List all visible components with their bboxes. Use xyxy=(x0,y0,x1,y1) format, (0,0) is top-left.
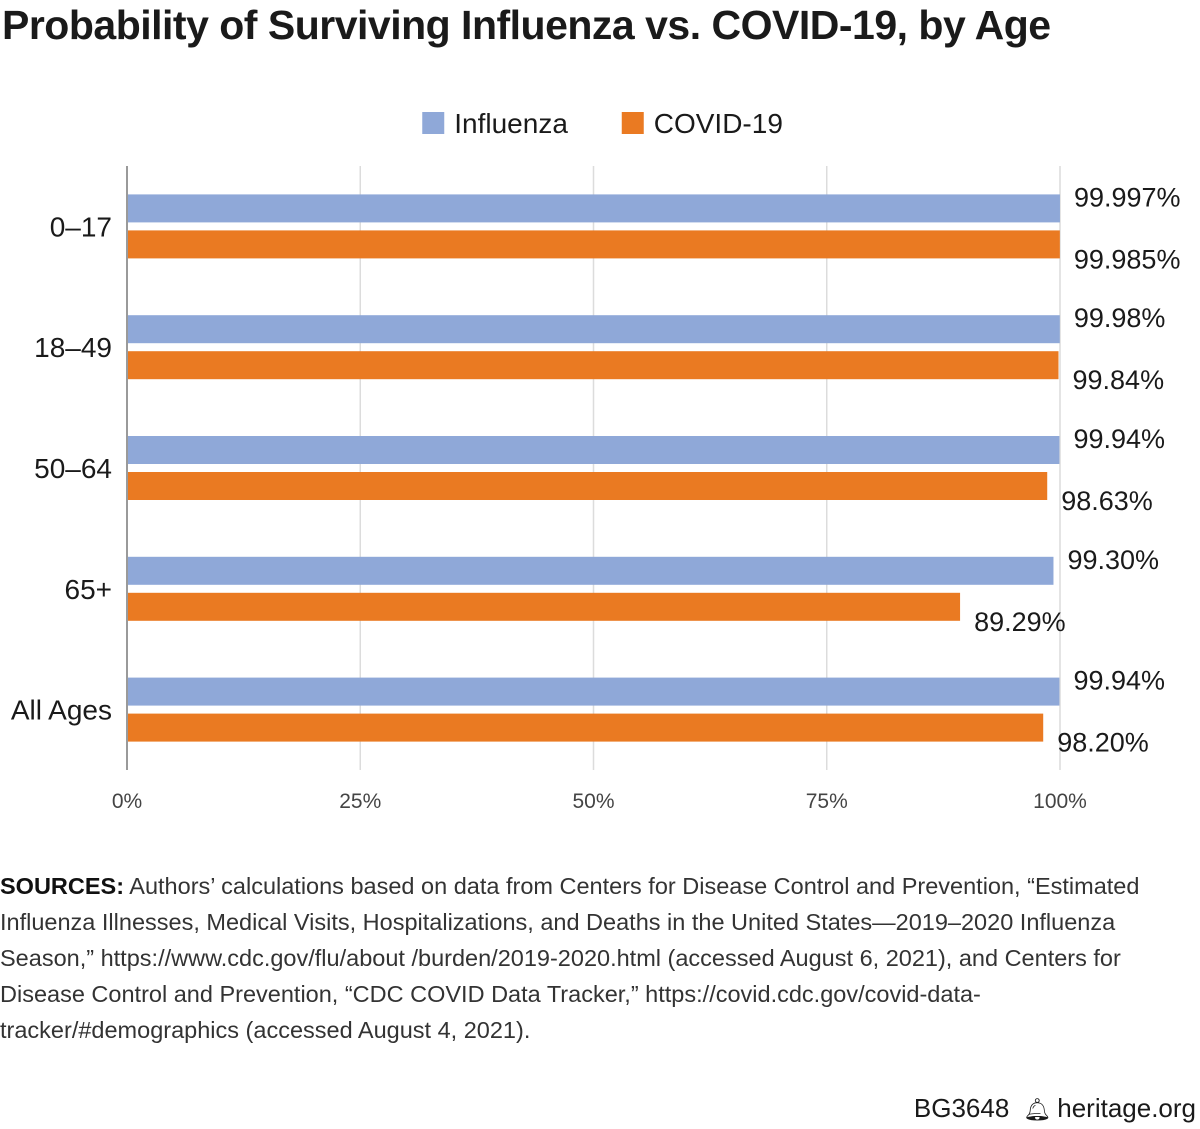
bar-chart: Influenza COVID-19 99.997% 99.985% 0–17 99.98… xyxy=(11,108,1181,813)
x-tick-label-5: 100% xyxy=(1033,790,1087,813)
site-name: heritage.org xyxy=(1057,1093,1196,1123)
bar-influenza-3 xyxy=(127,436,1060,464)
value-label-covid-3: 98.63% xyxy=(1061,486,1153,516)
bar-influenza-5 xyxy=(127,677,1060,706)
value-label-covid-2: 99.84% xyxy=(1073,365,1165,395)
value-label-covid-4: 89.29% xyxy=(974,607,1066,637)
category-label-5: All Ages xyxy=(11,695,112,726)
legend-swatch-1 xyxy=(422,112,445,134)
x-tick-label-3: 50% xyxy=(572,790,614,813)
bar-covid-4 xyxy=(127,592,961,621)
x-tick-label-2: 25% xyxy=(339,790,381,813)
legend-swatch-2 xyxy=(621,112,644,134)
sources-text: Authors’ calculations based on data from… xyxy=(0,873,1140,1043)
category-label-3: 50–64 xyxy=(34,453,112,484)
bar-influenza-1 xyxy=(127,194,1060,223)
publication-code: BG3648 xyxy=(913,1093,1010,1123)
bar-covid-5 xyxy=(127,713,1044,742)
bar-covid-3 xyxy=(127,472,1048,500)
x-tick-label-1: 0% xyxy=(112,790,142,813)
bar-influenza-4 xyxy=(127,556,1054,585)
sources-note: SOURCES: Authors’ calculations based on … xyxy=(0,868,1198,1048)
x-tick-label-4: 75% xyxy=(806,790,848,813)
bar-influenza-2 xyxy=(127,315,1060,344)
footer: BG3648 🔔︎ heritage.org xyxy=(914,1093,1196,1124)
category-label-1: 0–17 xyxy=(50,211,112,242)
value-label-influenza-3: 99.94% xyxy=(1073,424,1165,454)
chart-title: Probability of Surviving Influenza vs. C… xyxy=(2,2,1051,48)
bar-covid-1 xyxy=(127,230,1060,259)
legend-label-2: COVID-19 xyxy=(654,108,783,139)
category-label-4: 65+ xyxy=(65,574,113,605)
value-label-covid-5: 98.20% xyxy=(1057,728,1149,758)
value-label-covid-1: 99.985% xyxy=(1074,244,1181,274)
liberty-bell-icon: 🔔︎ xyxy=(1023,1097,1052,1122)
category-label-2: 18–49 xyxy=(34,332,112,363)
value-label-influenza-2: 99.98% xyxy=(1074,303,1166,333)
value-label-influenza-5: 99.94% xyxy=(1073,666,1165,696)
sources-label: SOURCES: xyxy=(0,873,125,899)
legend-label-1: Influenza xyxy=(454,108,568,139)
value-label-influenza-1: 99.997% xyxy=(1074,182,1181,212)
bar-covid-2 xyxy=(127,351,1059,380)
value-label-influenza-4: 99.30% xyxy=(1067,545,1159,575)
